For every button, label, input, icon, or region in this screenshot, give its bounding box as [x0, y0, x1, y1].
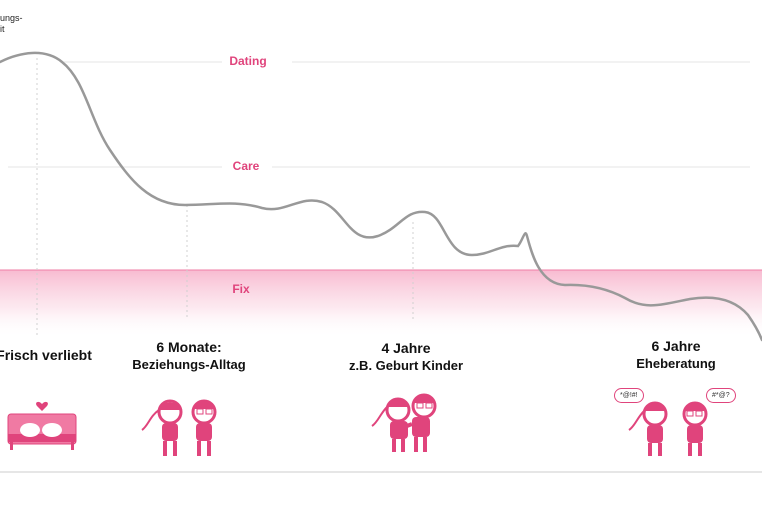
couple-in-bed-icon [7, 401, 77, 450]
couple-hugging-icon [371, 393, 437, 452]
axis-title: ungs- it [0, 13, 23, 35]
couple-arguing-icon [628, 401, 708, 456]
milestone-3-subtitle: z.B. Geburt Kinder [348, 358, 464, 373]
couple-standing-icon [141, 399, 217, 456]
milestone-3-title: 4 Jahre [381, 340, 431, 356]
milestone-4-title: 6 Jahre [651, 338, 701, 354]
zone-label-dating: Dating [229, 54, 267, 68]
axis-title-line-1: ungs- [0, 13, 23, 23]
milestone-4: 6 Jahre Eheberatung [636, 337, 715, 372]
relationship-curve [0, 51, 762, 342]
milestone-3: 4 Jahre z.B. Geburt Kinder [349, 339, 463, 374]
speech-bubble-right: #*@? [706, 388, 736, 403]
speech-bubble-left: *@!#! [614, 388, 644, 403]
zone-label-care: Care [232, 159, 260, 173]
milestone-4-subtitle: Eheberatung [636, 356, 716, 371]
milestone-2: 6 Monate: Beziehungs-Alltag [132, 338, 245, 373]
zone-label-fix: Fix [232, 282, 250, 296]
milestone-1-title: Frisch verliebt [0, 347, 92, 363]
milestone-1: Frisch verliebt [0, 346, 92, 364]
milestone-2-subtitle: Beziehungs-Alltag [132, 357, 246, 372]
axis-title-line-2: it [0, 24, 5, 34]
milestone-2-title: 6 Monate: [156, 339, 222, 355]
